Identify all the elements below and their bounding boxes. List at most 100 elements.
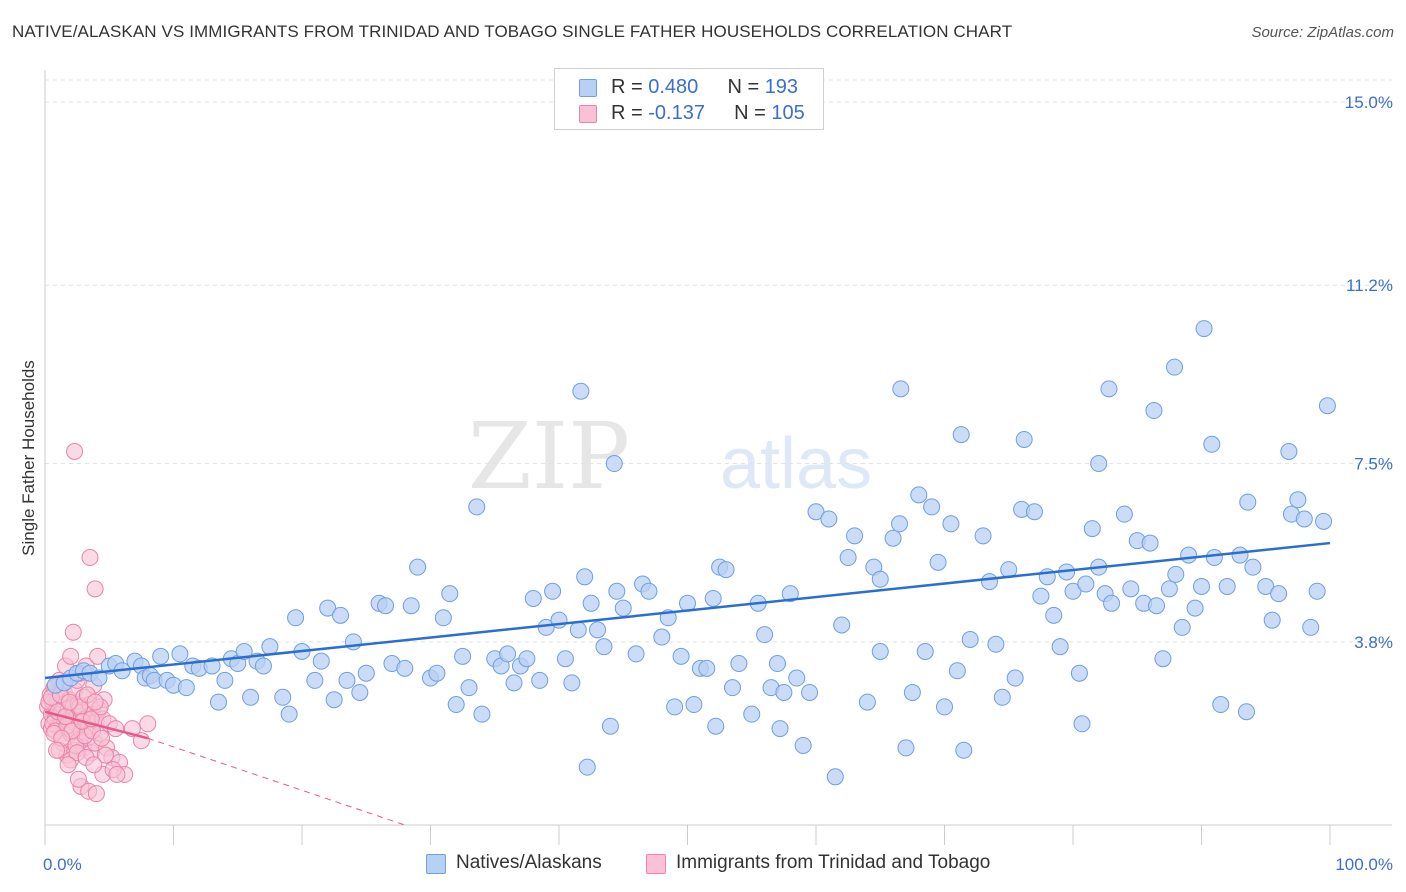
point-natives: [177, 679, 195, 697]
x-tick-label: 100.0%: [1335, 855, 1393, 874]
trend-line-immigrants-extrapolated: [147, 737, 405, 826]
point-natives: [531, 671, 549, 689]
point-natives: [608, 582, 626, 600]
point-natives: [1141, 534, 1159, 552]
point-natives: [274, 688, 292, 706]
point-natives: [768, 655, 786, 673]
point-natives: [892, 380, 910, 398]
point-natives: [242, 688, 260, 706]
point-natives: [903, 683, 921, 701]
r-label: R =: [611, 102, 649, 124]
legend-stats-immigrants: R = -0.137 N = 105: [611, 102, 805, 125]
n-value-immigrants: 105: [771, 102, 805, 124]
point-natives: [1186, 599, 1204, 617]
point-immigrants: [93, 729, 111, 747]
point-natives: [280, 705, 298, 723]
point-natives: [1231, 546, 1249, 564]
point-natives: [1073, 715, 1091, 733]
point-natives: [1077, 575, 1095, 593]
point-natives: [332, 606, 350, 624]
r-value-natives: 0.480: [648, 76, 699, 98]
point-natives: [820, 510, 838, 528]
point-natives: [563, 674, 581, 692]
point-natives: [518, 650, 536, 668]
point-natives: [1237, 703, 1255, 721]
chart-title: NATIVE/ALASKAN VS IMMIGRANTS FROM TRINID…: [12, 22, 1013, 41]
point-natives: [1145, 402, 1163, 420]
point-natives: [1180, 546, 1198, 564]
point-natives: [1203, 435, 1221, 453]
point-natives: [409, 558, 427, 576]
point-natives: [1239, 493, 1257, 511]
point-natives: [1295, 510, 1313, 528]
point-natives: [916, 643, 934, 661]
point-natives: [826, 768, 844, 786]
r-label: R =: [611, 76, 649, 98]
point-immigrants: [108, 765, 126, 783]
point-natives: [672, 647, 690, 665]
point-natives: [447, 696, 465, 714]
point-natives: [891, 515, 909, 533]
point-natives: [756, 626, 774, 644]
point-natives: [209, 693, 227, 711]
point-natives: [434, 609, 452, 627]
point-immigrants: [89, 647, 107, 665]
correlation-legend: R = 0.480 N = 193 R = -0.137 N = 105: [554, 68, 824, 130]
point-natives: [698, 659, 716, 677]
point-natives: [666, 698, 684, 716]
n-label: N =: [727, 76, 765, 98]
point-natives: [794, 736, 812, 754]
point-natives: [923, 498, 941, 516]
point-natives: [1212, 696, 1230, 714]
point-natives: [254, 657, 272, 675]
y-tick-labels: 3.8% 7.5% 11.2% 15.0%: [1345, 93, 1393, 652]
point-natives: [572, 382, 590, 400]
point-natives: [1257, 577, 1275, 595]
trend-lines: [44, 541, 1331, 826]
trend-line-immigrants: [44, 710, 149, 740]
point-natives: [1122, 580, 1140, 598]
point-natives: [454, 647, 472, 665]
point-natives: [1070, 664, 1088, 682]
point-natives: [569, 621, 587, 639]
point-natives: [884, 529, 902, 547]
point-natives: [1015, 430, 1033, 448]
point-natives: [942, 515, 960, 533]
point-natives: [929, 553, 947, 571]
point-natives: [948, 662, 966, 680]
point-natives: [1318, 397, 1336, 415]
point-natives: [473, 705, 491, 723]
point-immigrants: [59, 756, 77, 774]
source-label: Source: ZipAtlas.com: [1251, 24, 1394, 41]
point-natives: [1166, 358, 1184, 376]
n-value-natives: 193: [764, 76, 799, 98]
bottom-legend-swatch-natives: [426, 854, 446, 874]
point-natives: [601, 717, 619, 735]
point-immigrants: [87, 785, 105, 803]
r-value-immigrants: -0.137: [648, 102, 705, 124]
point-natives: [152, 647, 170, 665]
point-natives: [1032, 587, 1050, 605]
point-natives: [707, 717, 725, 735]
point-natives: [460, 679, 478, 697]
point-natives: [871, 643, 889, 661]
point-natives: [897, 739, 915, 757]
point-natives: [910, 486, 928, 504]
point-natives: [1115, 505, 1133, 523]
point-natives: [730, 655, 748, 673]
point-natives: [338, 671, 356, 689]
point-natives: [614, 599, 632, 617]
bottom-legend-label-immigrants: Immigrants from Trinidad and Tobago: [676, 852, 991, 873]
watermark: ZIP atlas: [468, 403, 872, 510]
point-natives: [468, 498, 486, 516]
point-natives: [1173, 618, 1191, 636]
point-natives: [961, 630, 979, 648]
point-natives: [717, 561, 735, 579]
point-natives: [1083, 520, 1101, 538]
point-natives: [640, 582, 658, 600]
point-natives: [1160, 580, 1178, 598]
immigrants-points: [39, 443, 157, 803]
point-natives: [1064, 582, 1082, 600]
point-natives: [544, 582, 562, 600]
point-natives: [1308, 582, 1326, 600]
